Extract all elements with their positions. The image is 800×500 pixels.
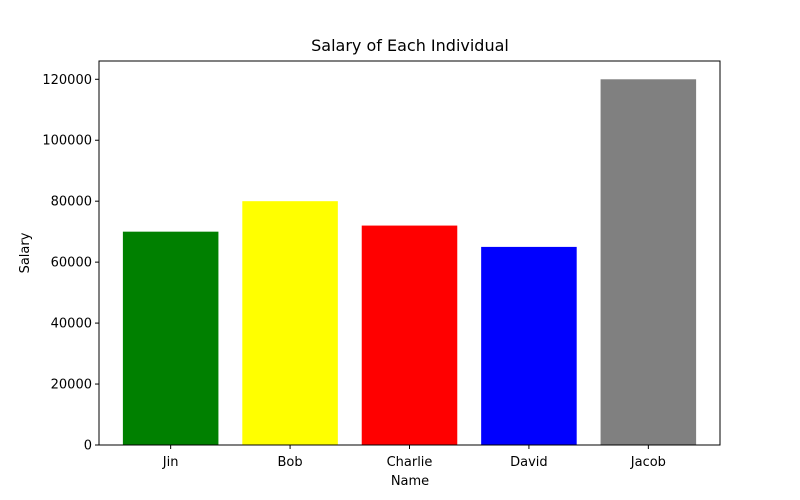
bars-group bbox=[122, 79, 697, 446]
x-axis: Jin Bob Charlie David Jacob bbox=[162, 445, 666, 470]
bar-charlie bbox=[361, 225, 458, 445]
y-tick-label: 20000 bbox=[51, 378, 92, 393]
x-axis-label: Name bbox=[391, 474, 429, 489]
bar-david bbox=[481, 246, 577, 445]
y-tick-label: 0 bbox=[84, 439, 92, 454]
bar-jin bbox=[122, 231, 219, 445]
y-axis: 0 20000 40000 60000 80000 100000 120000 bbox=[42, 73, 99, 454]
y-tick-label: 100000 bbox=[42, 134, 92, 149]
x-tick-label: Jacob bbox=[630, 455, 666, 470]
x-tick-label: David bbox=[510, 455, 548, 470]
chart-title: Salary of Each Individual bbox=[311, 36, 509, 55]
y-axis-label: Salary bbox=[18, 232, 33, 273]
y-tick-label: 120000 bbox=[42, 73, 92, 88]
x-tick-label: Charlie bbox=[387, 455, 433, 470]
y-tick-label: 60000 bbox=[51, 256, 92, 271]
bar-jacob bbox=[600, 79, 697, 446]
y-tick-label: 80000 bbox=[51, 195, 92, 210]
y-tick-label: 40000 bbox=[51, 317, 92, 332]
bar-bob bbox=[242, 201, 338, 445]
x-tick-label: Jin bbox=[162, 455, 179, 470]
plot-frame bbox=[98, 60, 721, 446]
x-tick-label: Bob bbox=[278, 455, 303, 470]
